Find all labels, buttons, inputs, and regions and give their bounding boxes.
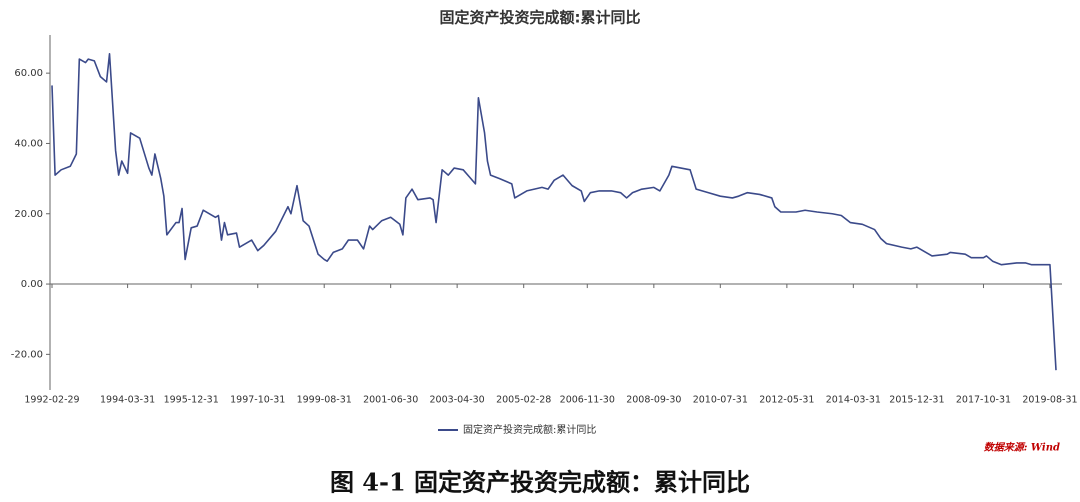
x-tick-label: 1995-12-31 bbox=[164, 395, 219, 406]
x-tick-label: 2001-06-30 bbox=[363, 395, 418, 406]
series-line bbox=[51, 53, 1057, 371]
source-note: 数据来源: Wind bbox=[984, 442, 1060, 454]
y-tick-label: -20.00 bbox=[11, 349, 43, 360]
y-tick-label: 0.00 bbox=[21, 279, 43, 290]
x-tick-label: 2017-10-31 bbox=[956, 395, 1011, 406]
y-tick-label: 40.00 bbox=[14, 138, 43, 149]
x-tick-label: 2015-12-31 bbox=[889, 395, 944, 406]
x-tick-label: 2008-09-30 bbox=[626, 395, 681, 406]
x-tick-label: 2012-05-31 bbox=[759, 395, 814, 406]
x-tick-label: 2003-04-30 bbox=[430, 395, 485, 406]
legend-label: 固定资产投资完成额:累计同比 bbox=[463, 423, 596, 436]
x-tick-label: 2005-02-28 bbox=[496, 395, 551, 406]
x-tick-label: 1994-03-31 bbox=[100, 395, 155, 406]
y-tick-label: 20.00 bbox=[14, 209, 43, 220]
x-tick-label: 2019-08-31 bbox=[1022, 395, 1077, 406]
x-tick-label: 2010-07-31 bbox=[693, 395, 748, 406]
x-tick-label: 2014-03-31 bbox=[826, 395, 881, 406]
x-tick-label: 2006-11-30 bbox=[560, 395, 615, 406]
x-tick-label: 1992-02-29 bbox=[24, 395, 79, 406]
x-tick-label: 1997-10-31 bbox=[230, 395, 285, 406]
chart-title: 固定资产投资完成额:累计同比 bbox=[440, 9, 641, 27]
y-tick-label: 60.00 bbox=[14, 68, 43, 79]
figure-caption: 图 4-1 固定资产投资完成额：累计同比 bbox=[330, 468, 750, 497]
x-tick-label: 1999-08-31 bbox=[297, 395, 352, 406]
